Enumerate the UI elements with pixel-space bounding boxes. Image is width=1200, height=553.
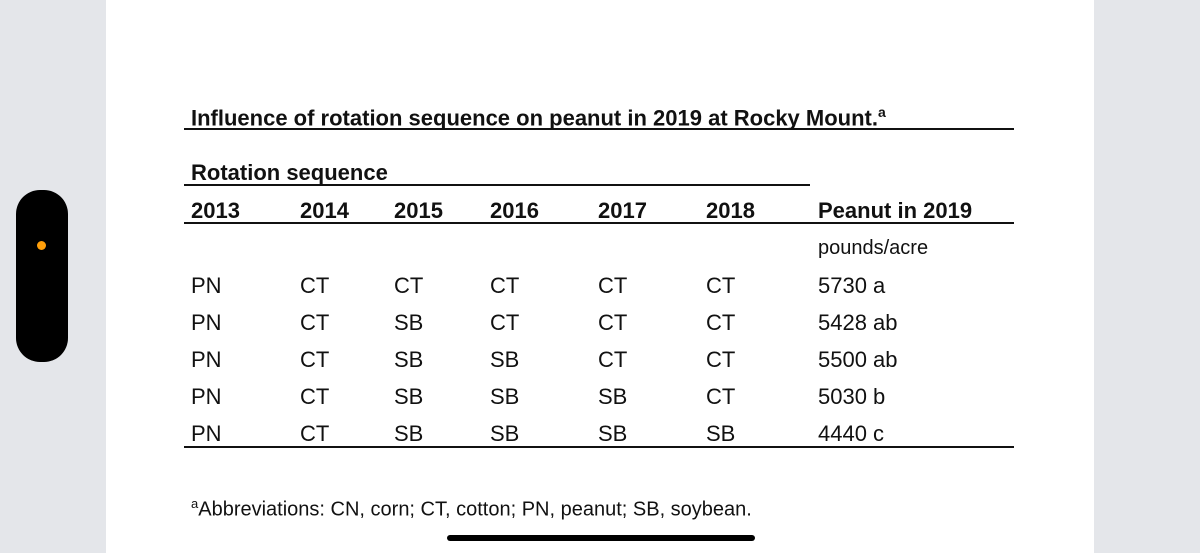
table-cell: PN [191,310,222,335]
table-cell: CT [300,347,330,372]
table-cell: 5730 a [818,273,886,298]
table-cell: CT [394,273,424,298]
table-cell: SB [394,347,424,372]
table-cell: SB [394,310,424,335]
table-title: Influence of rotation sequence on peanut… [191,104,886,131]
table-cell: CT [706,384,736,409]
footnote: aAbbreviations: CN, corn; CT, cotton; PN… [191,496,752,521]
group-rule [184,184,810,186]
table-cell: CT [598,310,628,335]
table-cell: CT [598,273,628,298]
table-cell: CT [706,273,736,298]
table-cell: CT [706,347,736,372]
table-cell: PN [191,347,222,372]
table-cell: SB [706,421,736,446]
table-cell: SB [598,421,628,446]
table-cell: SB [598,384,628,409]
column-header: 2016 [490,198,539,223]
table-cell: 5030 b [818,384,886,409]
column-header: 2017 [598,198,647,223]
bottom-rule [184,446,1014,448]
table-cell: 4440 c [818,421,885,446]
table-cell: CT [490,310,520,335]
table-cell: CT [300,273,330,298]
header-rule [184,222,1014,224]
column-header: 2014 [300,198,349,223]
home-indicator[interactable] [447,535,755,541]
table-cell: SB [490,384,520,409]
table-cell: CT [300,421,330,446]
title-rule [184,128,1014,130]
column-header: 2018 [706,198,755,223]
table-cell: 5428 ab [818,310,898,335]
table-cell: CT [490,273,520,298]
table-cell: PN [191,421,222,446]
table-cell: CT [706,310,736,335]
table-cell: 5500 ab [818,347,898,372]
table-cell: SB [394,384,424,409]
table-cell: PN [191,273,222,298]
table-cell: CT [598,347,628,372]
column-header: 2015 [394,198,443,223]
table-cell: SB [490,347,520,372]
scroll-handle[interactable] [16,190,68,362]
orange-indicator-icon [37,241,46,250]
table-cell: CT [300,384,330,409]
table-cell: PN [191,384,222,409]
right-margin [1094,0,1200,553]
table-cell: SB [490,421,520,446]
column-header: Peanut in 2019 [818,198,973,223]
table-cell: SB [394,421,424,446]
document-page [106,0,1094,553]
units-label: pounds/acre [818,237,929,259]
table-cell: CT [300,310,330,335]
column-header: 2013 [191,198,240,223]
group-header: Rotation sequence [191,160,388,185]
